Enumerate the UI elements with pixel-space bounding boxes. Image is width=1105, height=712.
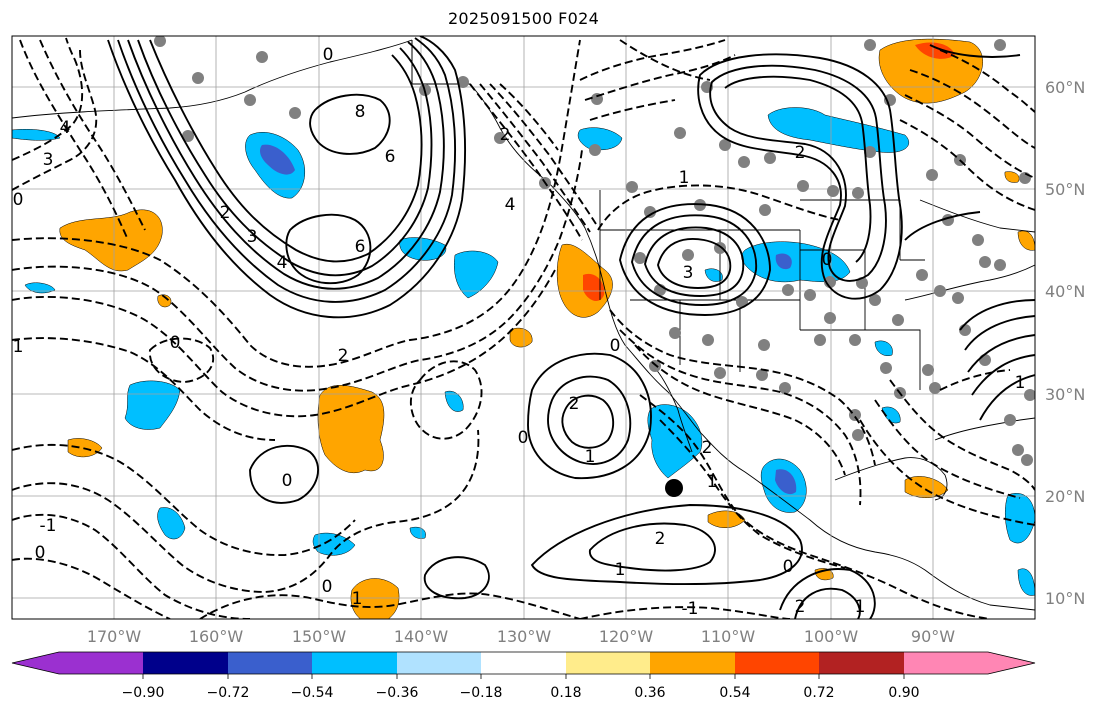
longitude-labels: 170°W 160°W 150°W 140°W 130°W 120°W 110°… — [87, 627, 955, 646]
lon-label: 150°W — [292, 627, 347, 646]
colorbar-tick-label: −0.36 — [376, 685, 419, 701]
contour-label: 0 — [170, 333, 181, 353]
colorbar-tick-label: 0.54 — [719, 685, 750, 701]
contour-label: 1 — [585, 447, 596, 467]
latitude-labels: 60°N 50°N 40°N 30°N 20°N 10°N — [1045, 78, 1085, 608]
colorbar-tick-label: −0.72 — [207, 685, 250, 701]
colorbar-tick-label: 0.36 — [634, 685, 665, 701]
contour-label: 1 — [615, 560, 626, 580]
contour-label: 4 — [60, 118, 71, 138]
contour-label: 4 — [505, 195, 516, 215]
contour-label: 0 — [282, 471, 293, 491]
colorbar-tick-label: 0.18 — [550, 685, 581, 701]
contour-label: 2 — [220, 203, 231, 223]
colorbar-tick-label: −0.90 — [122, 685, 165, 701]
colorbar-segment — [650, 652, 735, 674]
colorbar-tick-label: −0.18 — [460, 685, 503, 701]
colorbar-segment — [904, 652, 988, 674]
contour-label: -1 — [40, 516, 57, 536]
contour-label: 2 — [655, 529, 666, 549]
lat-label: 50°N — [1045, 180, 1085, 199]
contour-label: 1 — [679, 168, 690, 188]
shaded-anomalies — [12, 38, 1035, 619]
contour-label: 0 — [610, 336, 621, 356]
colorbar-extend-low — [12, 652, 59, 674]
contour-label: 0 — [822, 250, 833, 270]
black-marker — [665, 479, 683, 497]
contour-label: 2 — [569, 394, 580, 414]
contour-label: 0 — [35, 543, 46, 563]
colorbar-segment — [819, 652, 904, 674]
contour-label: 1 — [13, 337, 24, 357]
colorbar-tick-label: −0.54 — [291, 685, 334, 701]
lat-label: 40°N — [1045, 282, 1085, 301]
contour-label: 4 — [277, 253, 288, 273]
contour-label: 0 — [322, 577, 333, 597]
lon-label: 130°W — [497, 627, 552, 646]
contour-label: 1 — [707, 472, 718, 492]
contour-label: 1 — [855, 597, 866, 617]
station-markers — [154, 36, 1035, 466]
contour-label: 0 — [518, 428, 529, 448]
contour-label: 0 — [13, 190, 24, 210]
contour-label: 2 — [795, 597, 806, 617]
contour-label: 3 — [683, 263, 694, 283]
colorbar-extend-high — [988, 652, 1035, 674]
map-frame — [11, 35, 1036, 620]
dashed-contours — [12, 37, 1035, 619]
colorbar-segment — [735, 652, 819, 674]
contour-label: 1 — [1015, 373, 1026, 393]
contour-label: 3 — [43, 150, 54, 170]
contour-label: 2 — [702, 438, 713, 458]
lon-label: 90°W — [911, 627, 955, 646]
lon-label: 140°W — [394, 627, 449, 646]
colorbar-segment — [143, 652, 228, 674]
lat-label: 60°N — [1045, 78, 1085, 97]
lat-label: 30°N — [1045, 385, 1085, 404]
contour-label: 6 — [355, 237, 366, 257]
contour-labels: 0 8 6 6 3 4 2 2 0 2 1 0 2 1 0 1 4 2 3 0 … — [13, 45, 1026, 619]
lon-label: 100°W — [804, 627, 859, 646]
lon-label: 110°W — [701, 627, 756, 646]
colorbar-segment — [228, 652, 312, 674]
contour-label: 2 — [338, 346, 349, 366]
contour-label: 2 — [500, 125, 511, 145]
colorbar-segment — [59, 652, 143, 674]
contour-label: 3 — [247, 227, 258, 247]
colorbar-segment — [397, 652, 481, 674]
lon-label: 120°W — [599, 627, 654, 646]
colorbar-segment — [566, 652, 650, 674]
contour-label: 2 — [795, 143, 806, 163]
contour-label: 6 — [385, 147, 396, 167]
contour-label: 0 — [323, 45, 334, 65]
contour-label: 1 — [352, 589, 363, 609]
contour-label: 8 — [355, 102, 366, 122]
contour-label: -1 — [682, 599, 699, 619]
graticule — [12, 36, 1035, 619]
colorbar-segment — [312, 652, 397, 674]
colorbar: −0.90 −0.72 −0.54 −0.36 −0.18 0.18 0.36 … — [11, 651, 1036, 701]
colorbar-segment — [481, 652, 566, 674]
solid-contours — [107, 36, 1035, 619]
map-title: 2025091500 F024 — [447, 9, 600, 28]
lat-label: 20°N — [1045, 487, 1085, 506]
lon-label: 160°W — [189, 627, 244, 646]
colorbar-tick-label: 0.90 — [888, 685, 919, 701]
lat-label: 10°N — [1045, 589, 1085, 608]
colorbar-tick-label: 0.72 — [803, 685, 834, 701]
lon-label: 170°W — [87, 627, 142, 646]
contour-label: 0 — [783, 557, 794, 577]
